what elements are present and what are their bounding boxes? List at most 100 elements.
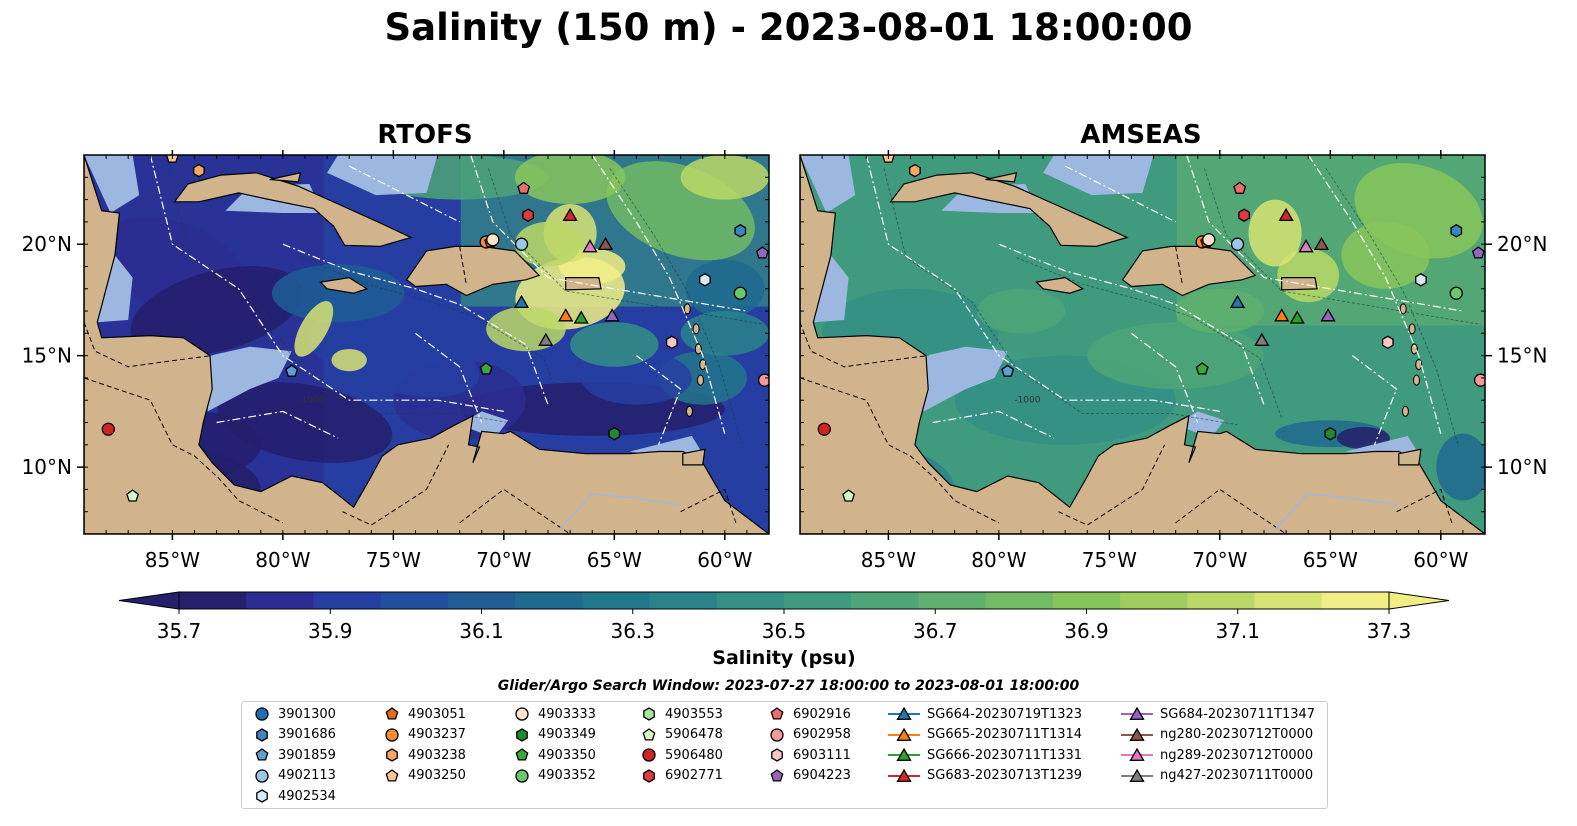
legend-label: 5906478 — [665, 727, 723, 742]
legend-label: SG664-20230719T1323 — [927, 706, 1083, 722]
legend-item-4903237: 4903237 — [382, 725, 466, 745]
land-swIsle — [985, 172, 1018, 183]
legend-marker-triangle-icon — [888, 747, 920, 761]
eez-boundary — [1064, 165, 1176, 223]
legend-symbol — [256, 727, 268, 742]
salinity-feature — [685, 259, 765, 318]
eez-boundary — [932, 410, 1055, 439]
chart-title: Salinity (150 m) - 2023-08-01 18:00:00 — [384, 6, 1193, 49]
legend-marker-pentagon-icon — [385, 707, 399, 720]
island — [1401, 405, 1409, 417]
isobath-contour — [487, 168, 765, 325]
colorbar-extend-high — [1388, 591, 1450, 610]
legend-marker-triangle-icon — [1121, 727, 1153, 741]
land-trinidad — [682, 448, 706, 466]
salinity-feature — [1248, 199, 1302, 267]
colorbar-tick-label: 37.1 — [1215, 619, 1260, 643]
legend-label: 6902916 — [793, 706, 851, 722]
map-frame — [799, 154, 1486, 535]
colorbar-segment — [246, 592, 315, 609]
lon-tick-label: 85°W — [145, 548, 200, 572]
colorbar-tick-label: 36.7 — [913, 619, 958, 643]
legend-marker-hexagon-icon — [771, 748, 783, 762]
legend-symbol — [896, 768, 912, 782]
legend-item-4903350: 4903350 — [512, 745, 596, 765]
platform-marker-ng280-20230712T0000 — [1313, 236, 1330, 251]
eez-boundary — [1131, 332, 1199, 423]
legend-label: 3901686 — [278, 727, 336, 742]
colorbar-segment — [1052, 592, 1121, 609]
legend-item-6903111: 6903111 — [767, 745, 851, 765]
land-trinidad — [1398, 448, 1422, 466]
platform-marker-SG683-20230713T1239 — [1278, 207, 1294, 222]
legend-item-SG666-20230711T1331: SG666-20230711T1331 — [887, 745, 1082, 765]
legend-label: 4902113 — [278, 768, 336, 783]
eez-boundary — [348, 165, 460, 223]
platform-marker-5906480 — [101, 422, 115, 436]
legend-label: ng280-20230712T0000 — [1160, 727, 1314, 742]
salinity-feature — [294, 301, 334, 357]
legend-item-ng427-20230711T0000: ng427-20230711T0000 — [1120, 766, 1313, 786]
legend-symbol — [643, 707, 655, 721]
platform-marker-6902916 — [517, 181, 531, 194]
platform-marker-SG665-20230711T1314 — [1274, 308, 1290, 322]
legend-item-6902958: 6902958 — [767, 725, 851, 745]
country-border — [342, 444, 450, 526]
platform-marker-ng427-20230711T0000 — [1254, 332, 1270, 346]
salinity-feature — [1436, 433, 1485, 501]
lon-tick-label: 80°W — [255, 548, 310, 572]
country-border — [1396, 488, 1453, 524]
platform-marker-3901859 — [285, 364, 299, 377]
legend-marker-circle-icon — [255, 707, 269, 721]
legend-symbol — [385, 727, 399, 742]
legend-symbol — [770, 707, 784, 720]
legend-marker-pentagon-icon — [515, 748, 529, 761]
legend-label: 4903553 — [665, 706, 723, 722]
legend-label: 4903349 — [538, 727, 596, 742]
colorbar-segment — [1321, 592, 1390, 609]
shallow-shelf — [327, 155, 438, 196]
legend-symbol — [515, 748, 529, 761]
colorbar-tick-label: 35.9 — [308, 619, 353, 643]
legend-item-4903051: 4903051 — [382, 704, 466, 724]
platform-marker-4903349 — [1324, 426, 1337, 441]
salinity-feature — [331, 348, 367, 372]
platform-marker-SG684-20230711T1347 — [1320, 308, 1336, 322]
legend-marker-circle-icon — [515, 707, 529, 721]
legend-marker-pentagon-icon — [642, 727, 656, 741]
legend-marker-circle-icon — [642, 748, 656, 762]
legend-label: ng289-20230712T0000 — [1160, 747, 1314, 763]
legend-label: 4902534 — [278, 788, 336, 804]
land-swIsle — [269, 172, 302, 183]
colorbar-segment — [851, 592, 920, 609]
legend-label: 4903352 — [538, 768, 596, 783]
legend-marker-hexagon-icon — [643, 768, 655, 783]
legend-symbol — [386, 748, 398, 762]
legend-item-4903352: 4903352 — [512, 766, 596, 786]
legend-marker-triangle-icon — [888, 706, 920, 720]
shallow-shelf — [97, 255, 133, 323]
eez-boundary — [591, 155, 726, 434]
island — [683, 303, 691, 315]
platform-marker-4903238 — [193, 163, 205, 178]
legend-item-4903553: 4903553 — [639, 704, 723, 724]
colorbar-segment — [313, 592, 382, 609]
platform-marker-SG683-20230713T1239 — [562, 207, 578, 222]
search-window-caption: Glider/Argo Search Window: 2023-07-27 18… — [497, 678, 1080, 694]
legend-item-4902113: 4902113 — [252, 766, 336, 786]
island — [1413, 374, 1420, 386]
platform-marker-6902771 — [522, 208, 534, 222]
country-border — [459, 488, 571, 534]
contour-label: -1000 — [298, 395, 324, 405]
legend-symbol — [896, 747, 912, 761]
salinity-feature — [833, 199, 944, 267]
lat-tick-label: 10°N — [1497, 455, 1547, 479]
lon-tick-label: 65°W — [1303, 548, 1358, 572]
legend-symbol — [896, 727, 912, 741]
salinity-feature — [570, 322, 659, 367]
legend-label: 5906480 — [665, 747, 723, 763]
legend-label: 6902771 — [665, 768, 723, 783]
eez-boundary — [1307, 155, 1442, 434]
legend-item-SG664-20230719T1323: SG664-20230719T1323 — [887, 704, 1082, 724]
legend-marker-pentagon-icon — [770, 768, 784, 782]
